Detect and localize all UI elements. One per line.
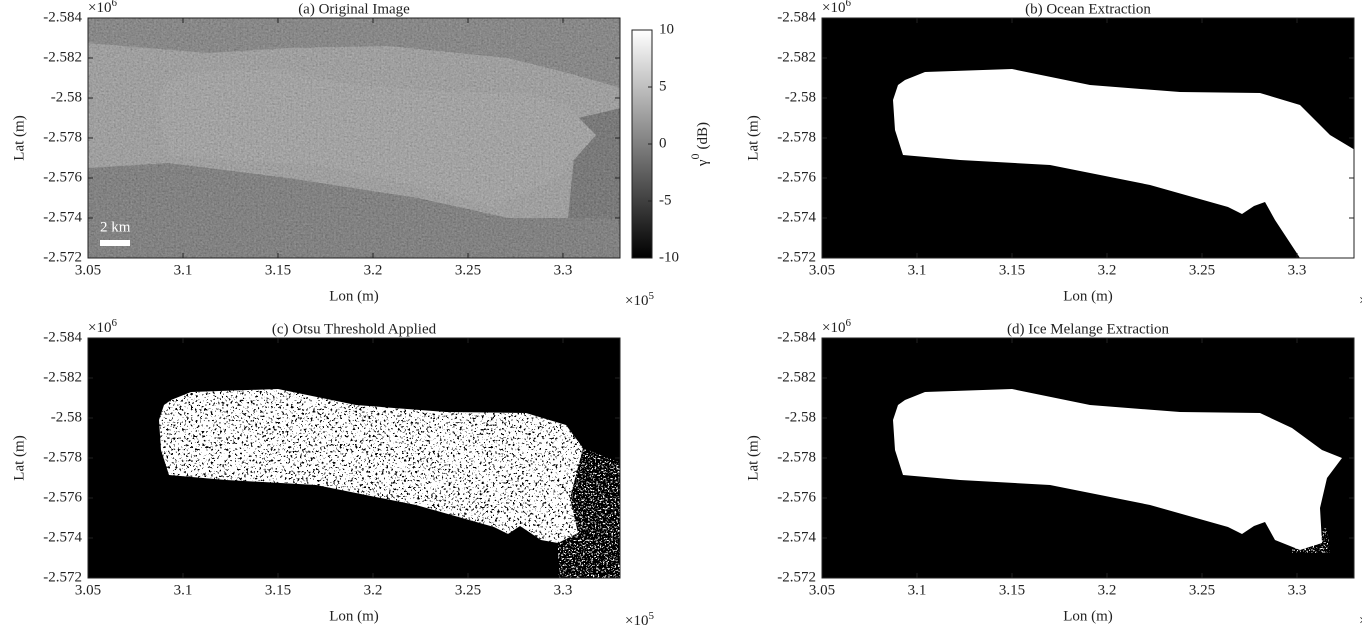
x-tick-label: 3.15 xyxy=(999,262,1025,278)
y-tick-label: -2.584 xyxy=(43,329,82,345)
y-axis-label: Lat (m) xyxy=(11,435,27,480)
panel-title: (b) Ocean Extraction xyxy=(1025,1,1151,17)
y-axis-label: Lat (m) xyxy=(745,435,761,480)
x-tick-label: 3.25 xyxy=(455,262,481,278)
exponent-base: ×10 xyxy=(625,613,648,629)
image-texture xyxy=(88,18,620,258)
y-tick-label: -2.582 xyxy=(43,369,82,385)
y-tick-label: -2.584 xyxy=(43,9,82,25)
y-tick-label: -2.58 xyxy=(785,89,816,105)
colorbar-tick-label: 10 xyxy=(659,21,674,37)
exponent-power: 5 xyxy=(648,610,654,622)
exponent-label: ×106 xyxy=(88,317,117,337)
panel-title: (a) Original Image xyxy=(298,1,410,17)
colorbar-label: γ0(dB) xyxy=(688,122,712,167)
scale-bar xyxy=(100,240,130,246)
y-tick-label: -2.572 xyxy=(777,569,816,585)
x-tick-label: 3.15 xyxy=(999,582,1025,598)
image xyxy=(822,338,1354,578)
colorbar-label-power: 0 xyxy=(688,153,702,159)
y-tick-label: -2.574 xyxy=(43,209,82,225)
y-tick-label: -2.578 xyxy=(43,129,82,145)
y-tick-label: -2.584 xyxy=(777,329,816,345)
colorbar-tick-label: 5 xyxy=(659,78,667,94)
exponent-base: ×10 xyxy=(822,0,845,16)
y-tick-label: -2.576 xyxy=(777,169,816,185)
exponent-label: ×105 xyxy=(625,290,654,310)
x-tick-label: 3.25 xyxy=(455,582,481,598)
x-axis-label: Lon (m) xyxy=(329,608,379,624)
exponent-label: ×106 xyxy=(88,0,117,16)
y-tick-label: -2.574 xyxy=(43,529,82,545)
y-tick-label: -2.582 xyxy=(777,369,816,385)
x-axis-label: Lon (m) xyxy=(1063,288,1113,304)
y-tick-label: -2.578 xyxy=(777,449,816,465)
x-tick-label: 3.1 xyxy=(908,262,927,278)
y-tick-label: -2.574 xyxy=(777,209,816,225)
y-tick-label: -2.584 xyxy=(777,9,816,25)
exponent-power: 6 xyxy=(845,317,851,329)
y-tick-label: -2.572 xyxy=(777,249,816,265)
x-tick-label: 3.3 xyxy=(554,582,573,598)
x-tick-label: 3.1 xyxy=(174,582,193,598)
y-tick-label: -2.58 xyxy=(785,409,816,425)
y-tick-label: -2.576 xyxy=(43,169,82,185)
exponent-label: ×105 xyxy=(625,610,654,630)
exponent-base: ×10 xyxy=(625,293,648,309)
exponent-label: ×106 xyxy=(822,0,851,16)
y-tick-label: -2.572 xyxy=(43,569,82,585)
x-tick-label: 3.25 xyxy=(1189,262,1215,278)
exponent-power: 6 xyxy=(845,0,851,9)
colorbar-label-unit: (dB) xyxy=(695,122,711,150)
y-tick-label: -2.578 xyxy=(777,129,816,145)
x-tick-label: 3.2 xyxy=(364,582,383,598)
y-tick-label: -2.578 xyxy=(43,449,82,465)
x-tick-label: 3.3 xyxy=(554,262,573,278)
exponent-power: 5 xyxy=(648,290,654,302)
y-tick-label: -2.58 xyxy=(51,89,82,105)
page: (a) Original Image3.053.13.153.23.253.3-… xyxy=(0,0,1362,635)
image xyxy=(822,18,1355,258)
y-axis-label: Lat (m) xyxy=(745,115,761,160)
x-tick-label: 3.2 xyxy=(1098,262,1117,278)
exponent-base: ×10 xyxy=(88,0,111,16)
image xyxy=(88,338,620,578)
x-tick-label: 3.15 xyxy=(265,582,291,598)
colorbar-tick-label: -10 xyxy=(659,249,679,265)
figure: (a) Original Image3.053.13.153.23.253.3-… xyxy=(0,0,1362,635)
y-tick-label: -2.572 xyxy=(43,249,82,265)
x-tick-label: 3.1 xyxy=(174,262,193,278)
y-tick-label: -2.574 xyxy=(777,529,816,545)
y-tick-label: -2.58 xyxy=(51,409,82,425)
x-tick-label: 3.2 xyxy=(1098,582,1117,598)
exponent-power: 6 xyxy=(111,317,117,329)
x-tick-label: 3.3 xyxy=(1288,582,1307,598)
x-axis-label: Lon (m) xyxy=(1063,608,1113,624)
scale-bar-label: 2 km xyxy=(100,219,131,235)
x-tick-label: 3.3 xyxy=(1288,262,1307,278)
exponent-power: 6 xyxy=(111,0,117,9)
y-tick-label: -2.576 xyxy=(777,489,816,505)
panel-title: (c) Otsu Threshold Applied xyxy=(272,321,437,337)
y-tick-label: -2.576 xyxy=(43,489,82,505)
exponent-label: ×106 xyxy=(822,317,851,337)
x-axis-label: Lon (m) xyxy=(329,288,379,304)
colorbar-tick-label: -5 xyxy=(659,192,672,208)
panel-title: (d) Ice Melange Extraction xyxy=(1007,321,1170,337)
x-tick-label: 3.25 xyxy=(1189,582,1215,598)
exponent-base: ×10 xyxy=(88,320,111,336)
x-tick-label: 3.1 xyxy=(908,582,927,598)
x-tick-label: 3.15 xyxy=(265,262,291,278)
y-tick-label: -2.582 xyxy=(43,49,82,65)
y-axis-label: Lat (m) xyxy=(11,115,27,160)
exponent-base: ×10 xyxy=(822,320,845,336)
y-tick-label: -2.582 xyxy=(777,49,816,65)
x-tick-label: 3.2 xyxy=(364,262,383,278)
image xyxy=(88,18,621,258)
colorbar-tick-label: 0 xyxy=(659,135,667,151)
